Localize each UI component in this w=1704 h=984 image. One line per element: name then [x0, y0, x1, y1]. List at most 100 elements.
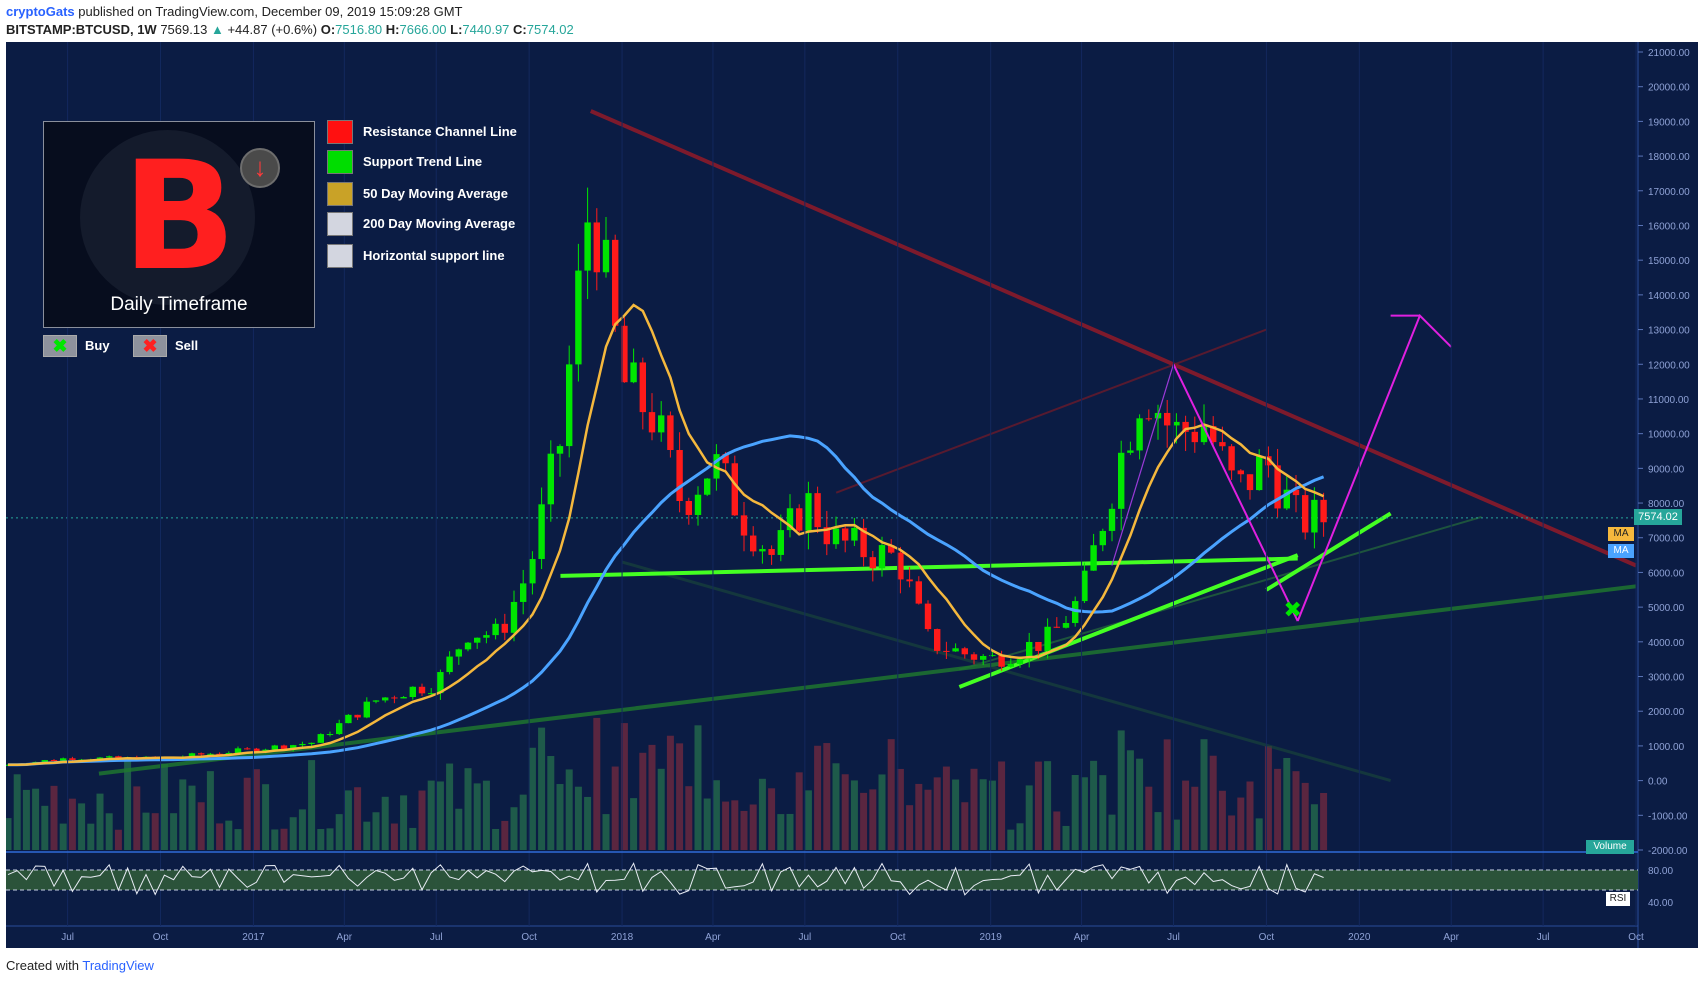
candle-body — [198, 753, 205, 755]
legend-label: 50 Day Moving Average — [363, 186, 508, 201]
y-tick-label: 14000.00 — [1648, 291, 1690, 302]
timeframe-caption: Daily Timeframe — [110, 294, 248, 315]
volume-bar — [1172, 819, 1180, 850]
candle-body — [860, 527, 867, 558]
volume-bar — [32, 788, 40, 850]
volume-bar — [933, 777, 941, 850]
bitcoin-icon: B — [122, 130, 237, 304]
tradingview-link[interactable]: TradingView — [82, 958, 154, 973]
candle-body — [1136, 418, 1143, 451]
volume-bar — [979, 779, 987, 850]
legend-swatch — [327, 212, 353, 236]
candle-body — [455, 649, 462, 657]
volume-bar — [749, 804, 757, 850]
x-tick-label: Oct — [890, 932, 906, 943]
x-tick-label: Jul — [1167, 932, 1180, 943]
candle-body — [520, 583, 527, 602]
candle-body — [60, 758, 67, 761]
volume-bar — [869, 789, 877, 850]
candle-body — [1320, 499, 1327, 523]
legend-label: Resistance Channel Line — [363, 124, 517, 139]
candle-body — [1035, 641, 1042, 651]
price-chart[interactable]: ✖ 21000.00 20000.00 19000.00 18000.00 17000.… — [6, 42, 1698, 948]
volume-bar — [492, 828, 500, 850]
x-tick-label: 2017 — [242, 932, 265, 943]
x-tick-label: 2020 — [1348, 932, 1371, 943]
volume-bar — [1228, 815, 1236, 850]
projection-up — [1296, 313, 1452, 622]
rsi-panel: 80.00 40.00 — [6, 862, 1673, 909]
rsi-line — [7, 862, 1324, 896]
volume-bar — [777, 814, 785, 850]
candle-body — [483, 635, 490, 638]
ma50-tag: MA — [1608, 527, 1634, 541]
volume-bar — [823, 743, 831, 850]
volume-bar — [1025, 785, 1033, 850]
volume-bar — [538, 727, 546, 850]
rsi-tag: RSI — [1606, 892, 1630, 906]
volume-bar — [630, 798, 638, 850]
volume-bar — [68, 798, 76, 850]
candle-body — [786, 508, 794, 531]
candle-body — [685, 501, 692, 515]
volume-bar — [1320, 792, 1328, 850]
candle-body — [418, 686, 426, 694]
volume-bar — [998, 761, 1006, 850]
volume-bar — [317, 829, 325, 850]
volume-bar — [731, 800, 739, 850]
rsi-tick-label: 40.00 — [1648, 898, 1673, 909]
candle-body — [639, 362, 646, 413]
y-tick-label: 21000.00 — [1648, 48, 1690, 59]
volume-bar — [676, 743, 684, 850]
volume-bar — [298, 809, 306, 850]
volume-bar — [657, 768, 665, 850]
candle-body — [658, 415, 665, 433]
candle-body — [1191, 431, 1198, 443]
author-link[interactable]: cryptoGats — [6, 4, 75, 19]
volume-bar — [740, 810, 748, 850]
candle-body — [1164, 412, 1171, 426]
ma200-tag: MA — [1608, 544, 1634, 558]
volume-bar — [41, 805, 49, 850]
low-value: 7440.97 — [462, 22, 510, 37]
volume-bar — [1301, 782, 1309, 850]
volume-bar — [243, 777, 251, 850]
volume-bar — [114, 829, 122, 850]
candle-body — [1246, 474, 1254, 491]
volume-bar — [400, 795, 408, 850]
down-arrow-icon: ↓ — [240, 148, 280, 188]
candle-body — [225, 752, 232, 754]
x-tick-label: Oct — [1628, 932, 1644, 943]
candle-body — [1182, 421, 1189, 432]
candle-body — [510, 601, 518, 633]
candle-body — [648, 412, 656, 433]
candle-body — [1210, 426, 1217, 443]
sell-label: Sell — [175, 338, 199, 353]
volume-bar — [1292, 771, 1300, 850]
volume-bar — [841, 774, 849, 850]
candle-body — [1228, 446, 1235, 471]
candle-body — [1127, 450, 1134, 453]
volume-bar — [179, 779, 187, 850]
candle-body — [1099, 530, 1106, 546]
volume-bar — [804, 790, 812, 850]
x-tick-label: Apr — [1074, 932, 1090, 943]
candle-body — [1283, 489, 1290, 509]
publish-info: cryptoGats published on TradingView.com,… — [6, 4, 462, 20]
volume-bar — [961, 802, 969, 850]
candle-body — [290, 745, 297, 749]
legend-item-ma200: 200 Day Moving Average — [327, 212, 547, 236]
volume-bar — [602, 814, 610, 850]
candle-body — [1026, 641, 1033, 660]
y-tick-label: 9000.00 — [1648, 464, 1685, 475]
candle-body — [354, 714, 361, 718]
y-tick-label: 8000.00 — [1648, 499, 1685, 510]
candle-body — [878, 545, 886, 569]
candle-body — [731, 463, 738, 516]
buy-label: Buy — [85, 338, 110, 353]
candle-body — [796, 508, 803, 531]
volume-bar — [280, 828, 288, 850]
candle-body — [188, 753, 196, 757]
candle-body — [842, 528, 849, 541]
volume-bar — [50, 785, 58, 850]
